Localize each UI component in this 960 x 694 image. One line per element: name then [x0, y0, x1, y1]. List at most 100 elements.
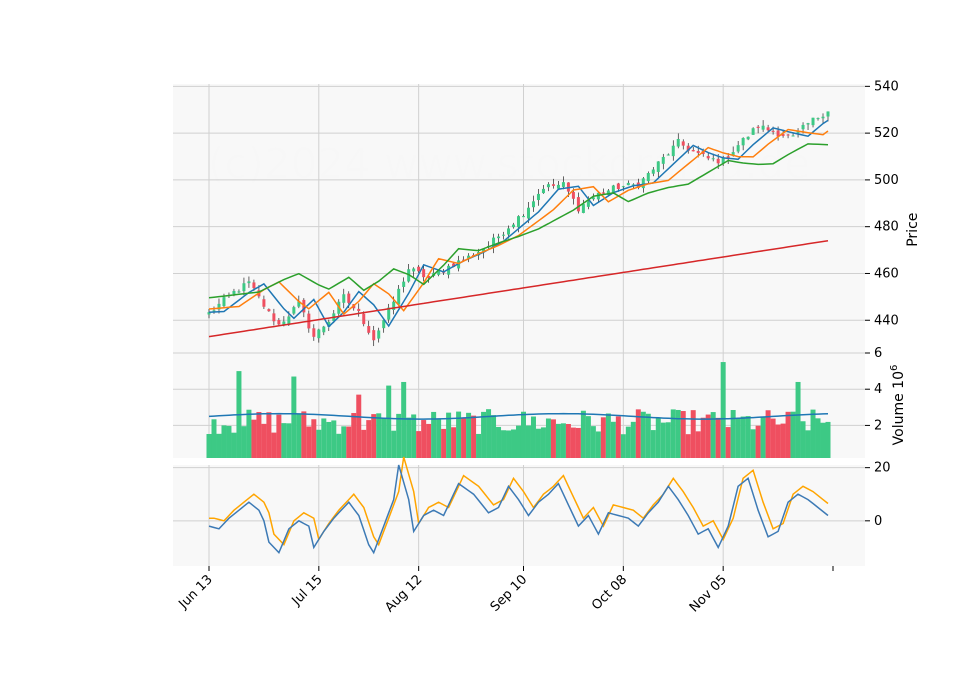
- candle-body: [397, 288, 401, 305]
- candle-body: [222, 297, 226, 307]
- volume-bar: [366, 420, 372, 458]
- volume-bar: [670, 409, 676, 458]
- volume-bar: [630, 421, 636, 458]
- volume-bar: [680, 411, 686, 458]
- candle-body: [586, 201, 590, 207]
- volume-bar: [501, 430, 507, 458]
- candle-body: [237, 291, 241, 293]
- candle-body: [367, 326, 371, 333]
- candle-body: [626, 182, 630, 186]
- volume-bar: [406, 417, 412, 458]
- price-tick-label: 500: [874, 173, 899, 188]
- candle-body: [422, 269, 426, 278]
- candle-body: [372, 330, 376, 341]
- candle-body: [277, 320, 281, 325]
- candle-body: [741, 138, 745, 146]
- date-tick-label: Sep 10: [488, 572, 531, 615]
- candle-body: [347, 293, 351, 303]
- volume-bar: [655, 417, 661, 458]
- candle-body: [287, 316, 291, 324]
- volume-bar: [416, 431, 422, 458]
- volume-bar: [301, 411, 307, 458]
- volume-bar: [735, 418, 741, 458]
- candle-body: [786, 134, 790, 136]
- candle-body: [776, 130, 780, 137]
- price-tick-label: 480: [874, 220, 899, 235]
- candle-body: [606, 190, 610, 195]
- volume-bar: [645, 413, 651, 458]
- volume-bar: [401, 381, 407, 458]
- volume-bar: [516, 425, 521, 458]
- volume-bar: [221, 425, 227, 458]
- volume-bar: [620, 434, 626, 458]
- candle-body: [512, 224, 516, 228]
- volume-bar: [321, 418, 327, 458]
- volume-bar: [271, 432, 277, 458]
- candle-body: [686, 145, 690, 151]
- volume-bar: [396, 413, 402, 458]
- candle-body: [681, 141, 685, 146]
- volume-bar: [431, 411, 437, 458]
- candle-body: [541, 188, 545, 194]
- candle-body: [392, 301, 396, 311]
- candle-body: [571, 191, 575, 199]
- volume-average-line: [208, 412, 829, 420]
- candle-body: [806, 123, 810, 125]
- volume-bar: [625, 426, 631, 458]
- volume-bar: [535, 428, 541, 458]
- candle-body: [621, 186, 625, 188]
- volume-bar: [715, 417, 721, 458]
- volume-bar: [585, 416, 591, 458]
- volume-bar: [226, 425, 232, 458]
- oscillator-line: [208, 464, 829, 555]
- candle-body: [766, 127, 770, 131]
- volume-bar: [575, 427, 581, 458]
- date-tick-label: Jun 13: [176, 572, 216, 612]
- candle-body: [711, 158, 715, 160]
- candle-body: [267, 309, 271, 312]
- volume-bar: [346, 426, 352, 458]
- candle-body: [581, 204, 585, 213]
- volume-bar: [610, 421, 616, 458]
- candle-body: [502, 234, 506, 236]
- candle-body: [412, 268, 416, 272]
- volume-bar: [506, 430, 512, 458]
- volume-bar: [780, 423, 786, 458]
- candle-body: [357, 308, 361, 311]
- oscillator-tick-label: 0: [874, 514, 882, 529]
- candle-body: [262, 299, 266, 307]
- candle-body: [497, 236, 501, 239]
- candle-body: [791, 135, 795, 137]
- candle-body: [796, 131, 800, 133]
- price-tick-label: 520: [874, 126, 899, 141]
- candle-body: [821, 116, 825, 119]
- volume-bar: [740, 416, 746, 458]
- candle-body: [546, 184, 550, 188]
- moving-average-line: [208, 143, 829, 299]
- candle-body: [242, 283, 246, 292]
- volume-bar: [815, 418, 821, 458]
- candle-body: [531, 201, 535, 208]
- candle-body: [427, 275, 431, 278]
- candle-body: [826, 111, 830, 117]
- candle-body: [576, 197, 580, 212]
- watermark: (c)2024 www.stockdrama.de: [208, 139, 810, 188]
- volume-bar: [570, 427, 576, 458]
- candle-body: [716, 158, 720, 164]
- volume-bar: [635, 409, 641, 458]
- candle-body: [482, 249, 486, 253]
- candle-body: [551, 184, 555, 186]
- candle-body: [492, 237, 496, 248]
- candle-body: [437, 270, 441, 275]
- volume-bar: [256, 412, 262, 458]
- volume-bar: [550, 419, 556, 458]
- volume-bar: [825, 421, 831, 458]
- volume-bar: [605, 413, 611, 458]
- price-tick-label: 460: [874, 266, 899, 281]
- volume-bar: [805, 430, 811, 458]
- volume-bar: [421, 420, 427, 458]
- candle-body: [362, 313, 366, 325]
- volume-bar: [211, 419, 217, 458]
- date-tick-label: Jul 15: [289, 572, 326, 609]
